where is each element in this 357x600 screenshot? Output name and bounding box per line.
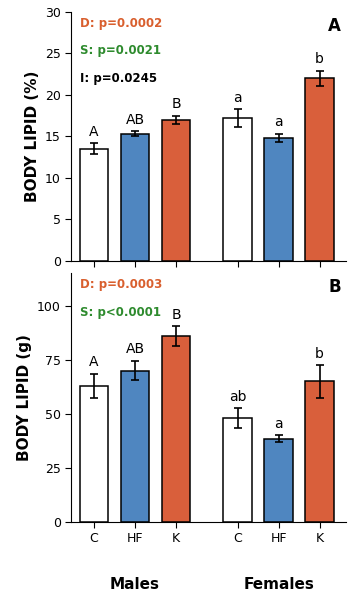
Bar (121, 371, 149, 522)
Bar (305, 79, 334, 261)
Bar (80, 386, 108, 522)
Text: I: p=0.0245: I: p=0.0245 (80, 72, 157, 85)
Bar (162, 336, 190, 522)
Text: A: A (89, 355, 99, 370)
Text: ab: ab (229, 390, 246, 404)
Text: B: B (171, 97, 181, 111)
Bar (223, 418, 252, 522)
Text: a: a (274, 115, 283, 130)
Bar (264, 439, 293, 522)
Text: S: p<0.0001: S: p<0.0001 (80, 305, 161, 319)
Bar (223, 118, 252, 261)
Text: B: B (328, 278, 341, 296)
Y-axis label: BODY LIPID (g): BODY LIPID (g) (16, 334, 31, 461)
Text: b: b (315, 52, 324, 67)
Text: Males: Males (110, 577, 160, 592)
Text: a: a (274, 417, 283, 431)
Text: B: B (171, 308, 181, 322)
Bar (162, 120, 190, 261)
Bar (305, 382, 334, 522)
Text: Females: Females (243, 577, 314, 592)
Text: AB: AB (125, 113, 145, 127)
Y-axis label: BODY LIPID (%): BODY LIPID (%) (25, 71, 40, 202)
Text: A: A (328, 17, 341, 35)
Text: A: A (89, 125, 99, 139)
Text: b: b (315, 347, 324, 361)
Text: a: a (233, 91, 242, 104)
Text: D: p=0.0003: D: p=0.0003 (80, 278, 162, 291)
Bar (80, 149, 108, 261)
Text: S: p=0.0021: S: p=0.0021 (80, 44, 161, 58)
Bar (264, 138, 293, 261)
Text: AB: AB (125, 343, 145, 356)
Text: D: p=0.0002: D: p=0.0002 (80, 17, 162, 30)
Bar (121, 134, 149, 261)
